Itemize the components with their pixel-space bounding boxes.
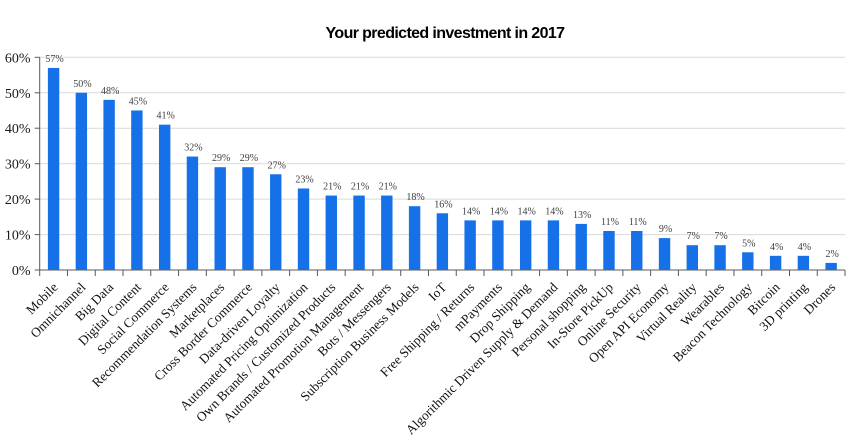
svg-text:20%: 20% xyxy=(5,193,31,208)
svg-text:0%: 0% xyxy=(12,264,31,279)
svg-text:11%: 11% xyxy=(601,217,619,228)
svg-text:32%: 32% xyxy=(184,143,202,154)
svg-text:14%: 14% xyxy=(517,206,535,217)
svg-text:21%: 21% xyxy=(323,182,341,193)
svg-text:16%: 16% xyxy=(434,199,452,210)
svg-text:7%: 7% xyxy=(687,231,700,242)
svg-text:50%: 50% xyxy=(73,79,91,90)
svg-text:14%: 14% xyxy=(545,206,563,217)
svg-text:5%: 5% xyxy=(742,238,755,249)
svg-text:23%: 23% xyxy=(295,174,313,185)
svg-text:10%: 10% xyxy=(5,229,31,244)
svg-text:14%: 14% xyxy=(490,206,508,217)
svg-text:18%: 18% xyxy=(406,192,424,203)
svg-text:29%: 29% xyxy=(212,153,230,164)
svg-text:30%: 30% xyxy=(5,158,31,173)
svg-text:21%: 21% xyxy=(351,182,369,193)
svg-text:7%: 7% xyxy=(714,231,727,242)
svg-text:57%: 57% xyxy=(45,54,63,65)
svg-text:11%: 11% xyxy=(629,217,647,228)
svg-text:9%: 9% xyxy=(659,224,672,235)
svg-text:4%: 4% xyxy=(770,242,783,253)
svg-text:50%: 50% xyxy=(5,87,31,102)
svg-text:Your predicted investment in 2: Your predicted investment in 2017 xyxy=(326,25,566,42)
svg-text:4%: 4% xyxy=(798,242,811,253)
svg-text:27%: 27% xyxy=(268,160,286,171)
svg-text:2%: 2% xyxy=(825,249,838,260)
svg-text:48%: 48% xyxy=(101,86,119,97)
svg-text:29%: 29% xyxy=(240,153,258,164)
svg-text:13%: 13% xyxy=(573,210,591,221)
svg-text:21%: 21% xyxy=(379,182,397,193)
svg-text:60%: 60% xyxy=(5,51,31,66)
svg-text:45%: 45% xyxy=(129,96,147,107)
svg-text:14%: 14% xyxy=(462,206,480,217)
svg-text:41%: 41% xyxy=(156,111,174,122)
svg-text:40%: 40% xyxy=(5,122,31,137)
